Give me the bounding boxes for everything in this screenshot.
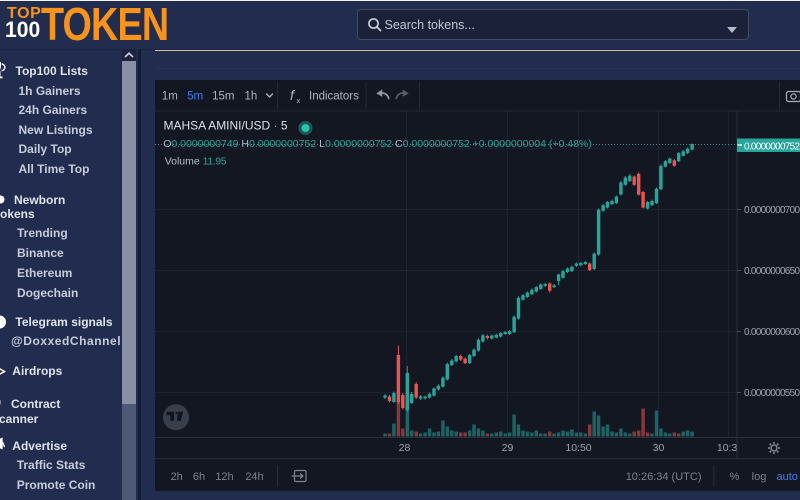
svg-text:log: log — [751, 471, 766, 483]
svg-text:10:50: 10:50 — [565, 442, 591, 454]
svg-text:29: 29 — [501, 442, 513, 454]
svg-text:MAHSA AMINI/USD · 5: MAHSA AMINI/USD · 5 — [163, 119, 287, 133]
svg-text:0.0000000650: 0.0000000650 — [744, 266, 800, 277]
svg-text:auto: auto — [776, 471, 797, 483]
svg-text:0.0000000550: 0.0000000550 — [744, 388, 800, 399]
svg-text:24h: 24h — [245, 471, 263, 483]
svg-text:6h: 6h — [192, 471, 204, 483]
svg-text:0.0000000752: 0.0000000752 — [744, 141, 800, 152]
svg-text:10:30: 10:30 — [716, 442, 742, 454]
svg-text:15m: 15m — [212, 91, 234, 103]
svg-text:5m: 5m — [187, 91, 203, 103]
svg-text:30: 30 — [652, 442, 664, 454]
svg-text:2h: 2h — [170, 471, 182, 483]
svg-text:O0.0000000749 H0.0000000752 L0: O0.0000000749 H0.0000000752 L0.000000075… — [163, 138, 592, 150]
svg-text:12h: 12h — [215, 471, 233, 483]
svg-text:1h: 1h — [244, 91, 257, 103]
svg-text:Volume 11.95: Volume 11.95 — [164, 156, 226, 168]
svg-text:1m: 1m — [161, 91, 177, 103]
svg-text:10:26:34 (UTC): 10:26:34 (UTC) — [625, 471, 701, 483]
svg-text:0.0000000700: 0.0000000700 — [744, 205, 800, 216]
svg-text:28: 28 — [398, 442, 410, 454]
svg-text:Indicators: Indicators — [309, 91, 359, 103]
svg-text:x: x — [296, 96, 300, 105]
svg-text:%: % — [729, 471, 739, 483]
svg-text:f: f — [290, 87, 296, 103]
svg-text:0.0000000600: 0.0000000600 — [744, 327, 800, 338]
